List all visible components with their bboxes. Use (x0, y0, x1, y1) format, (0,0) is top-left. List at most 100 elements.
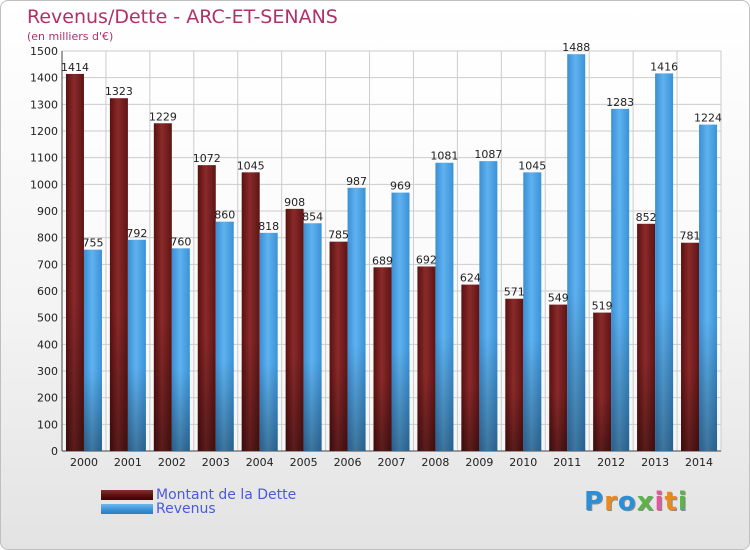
logo-letter: i (677, 487, 688, 517)
x-tick-label: 2002 (158, 456, 186, 469)
y-tick-label: 300 (37, 365, 58, 378)
y-tick-label: 1300 (30, 98, 58, 111)
data-label-revenus-2009: 1087 (474, 148, 502, 161)
bar-shade-revenus-2010 (523, 339, 542, 451)
y-tick-label: 1000 (30, 178, 58, 191)
legend-swatch-dette (101, 490, 153, 500)
x-tick-label: 2010 (509, 456, 537, 469)
bar-shade-revenus-2009 (479, 335, 498, 451)
proxiti-logo: Proxiti (584, 487, 688, 517)
bar-shade-revenus-2006 (347, 345, 366, 451)
data-label-dette-2009: 624 (460, 272, 481, 285)
data-label-dette-2000: 1414 (61, 61, 89, 74)
bar-shade-revenus-2012 (611, 314, 630, 451)
y-tick-label: 500 (37, 312, 58, 325)
data-label-revenus-2001: 792 (126, 227, 147, 240)
x-tick-label: 2012 (597, 456, 625, 469)
y-tick-label: 1400 (30, 72, 58, 85)
x-tick-label: 2003 (202, 456, 230, 469)
bar-shade-dette-2001 (109, 309, 128, 451)
bar-shade-dette-2002 (153, 319, 172, 451)
x-tick-label: 2005 (290, 456, 318, 469)
y-tick-label: 100 (37, 418, 58, 431)
data-label-dette-2002: 1229 (149, 110, 177, 123)
y-tick-label: 700 (37, 258, 58, 271)
data-label-revenus-2013: 1416 (650, 60, 678, 73)
bar-shade-dette-2009 (461, 384, 480, 451)
logo-letter: t (664, 487, 678, 517)
data-label-dette-2010: 571 (504, 286, 525, 299)
x-tick-label: 2006 (334, 456, 362, 469)
data-label-revenus-2004: 818 (258, 220, 279, 233)
data-label-dette-2005: 908 (284, 196, 305, 209)
data-label-dette-2006: 785 (328, 229, 349, 242)
x-tick-label: 2007 (378, 456, 406, 469)
data-label-dette-2012: 519 (592, 300, 613, 313)
logo-letter: P (584, 487, 605, 517)
data-label-dette-2003: 1072 (193, 152, 221, 165)
data-label-revenus-2006: 987 (346, 175, 367, 188)
y-tick-label: 900 (37, 205, 58, 218)
data-label-dette-2013: 852 (636, 211, 657, 224)
x-tick-label: 2004 (246, 456, 274, 469)
bar-shade-dette-2003 (197, 336, 216, 451)
data-labels: 1414755132379212297601072860104581890885… (61, 41, 722, 312)
logo-letter: x (636, 487, 655, 517)
bar-shade-dette-2005 (285, 354, 304, 451)
legend-swatch-revenus (101, 504, 153, 514)
x-tick-label: 2000 (70, 456, 98, 469)
bar-shade-revenus-2000 (83, 370, 102, 451)
legend-label-dette: Montant de la Dette (156, 487, 297, 503)
bar-shade-revenus-2007 (391, 347, 410, 451)
data-label-revenus-2003: 860 (214, 209, 235, 222)
bar-shade-dette-2011 (549, 392, 568, 451)
y-tick-label: 1500 (30, 45, 58, 58)
bar-shade-dette-2008 (417, 377, 436, 451)
chart-subtitle: (en milliers d'€) (27, 30, 114, 43)
legend-item-dette: Montant de la Dette (101, 487, 297, 503)
axes: 0 100 200 300 400 500 600 700 800 900 1000 1100 1200… (30, 45, 721, 469)
data-label-dette-2004: 1045 (237, 159, 265, 172)
bar-shade-dette-2012 (593, 395, 612, 451)
bar-shade-dette-2010 (505, 390, 524, 451)
x-tick-label: 2001 (114, 456, 142, 469)
data-label-revenus-2010: 1045 (518, 159, 546, 172)
bar-shade-revenus-2001 (127, 366, 146, 451)
data-label-dette-2001: 1323 (105, 85, 133, 98)
chart-title: Revenus/Dette - ARC-ET-SENANS (27, 6, 338, 28)
data-label-dette-2008: 692 (416, 253, 437, 266)
bar-shade-revenus-2013 (655, 299, 674, 451)
bar-shade-revenus-2003 (215, 359, 234, 451)
data-label-dette-2014: 781 (680, 230, 701, 243)
legend-label-revenus: Revenus (156, 501, 216, 517)
bar-shade-dette-2007 (373, 377, 392, 451)
data-label-revenus-2012: 1283 (606, 96, 634, 109)
bar-shade-dette-2004 (241, 339, 260, 451)
bar-shade-dette-2013 (637, 360, 656, 451)
data-label-dette-2011: 549 (548, 292, 569, 305)
bars (65, 54, 718, 452)
x-tick-label: 2008 (421, 456, 449, 469)
bar-shade-dette-2000 (65, 300, 84, 451)
y-tick-label: 400 (37, 338, 58, 351)
logo-letter: o (617, 487, 637, 517)
logo-letter: r (604, 487, 618, 517)
x-tick-label: 2013 (641, 456, 669, 469)
y-tick-label: 800 (37, 232, 58, 245)
bar-shade-dette-2014 (681, 367, 700, 451)
y-tick-label: 600 (37, 285, 58, 298)
data-label-revenus-2014: 1224 (694, 112, 722, 125)
data-label-revenus-2002: 760 (170, 235, 191, 248)
logo-letter: i (654, 487, 665, 517)
y-tick-label: 200 (37, 392, 58, 405)
bar-shade-dette-2006 (329, 367, 348, 451)
bar-shade-revenus-2014 (699, 320, 718, 451)
bar-shade-revenus-2004 (259, 363, 278, 451)
data-label-revenus-2000: 755 (82, 237, 103, 250)
y-tick-label: 1200 (30, 125, 58, 138)
data-label-revenus-2005: 854 (302, 210, 323, 223)
x-tick-label: 2014 (685, 456, 713, 469)
bar-shade-revenus-2005 (303, 359, 322, 451)
